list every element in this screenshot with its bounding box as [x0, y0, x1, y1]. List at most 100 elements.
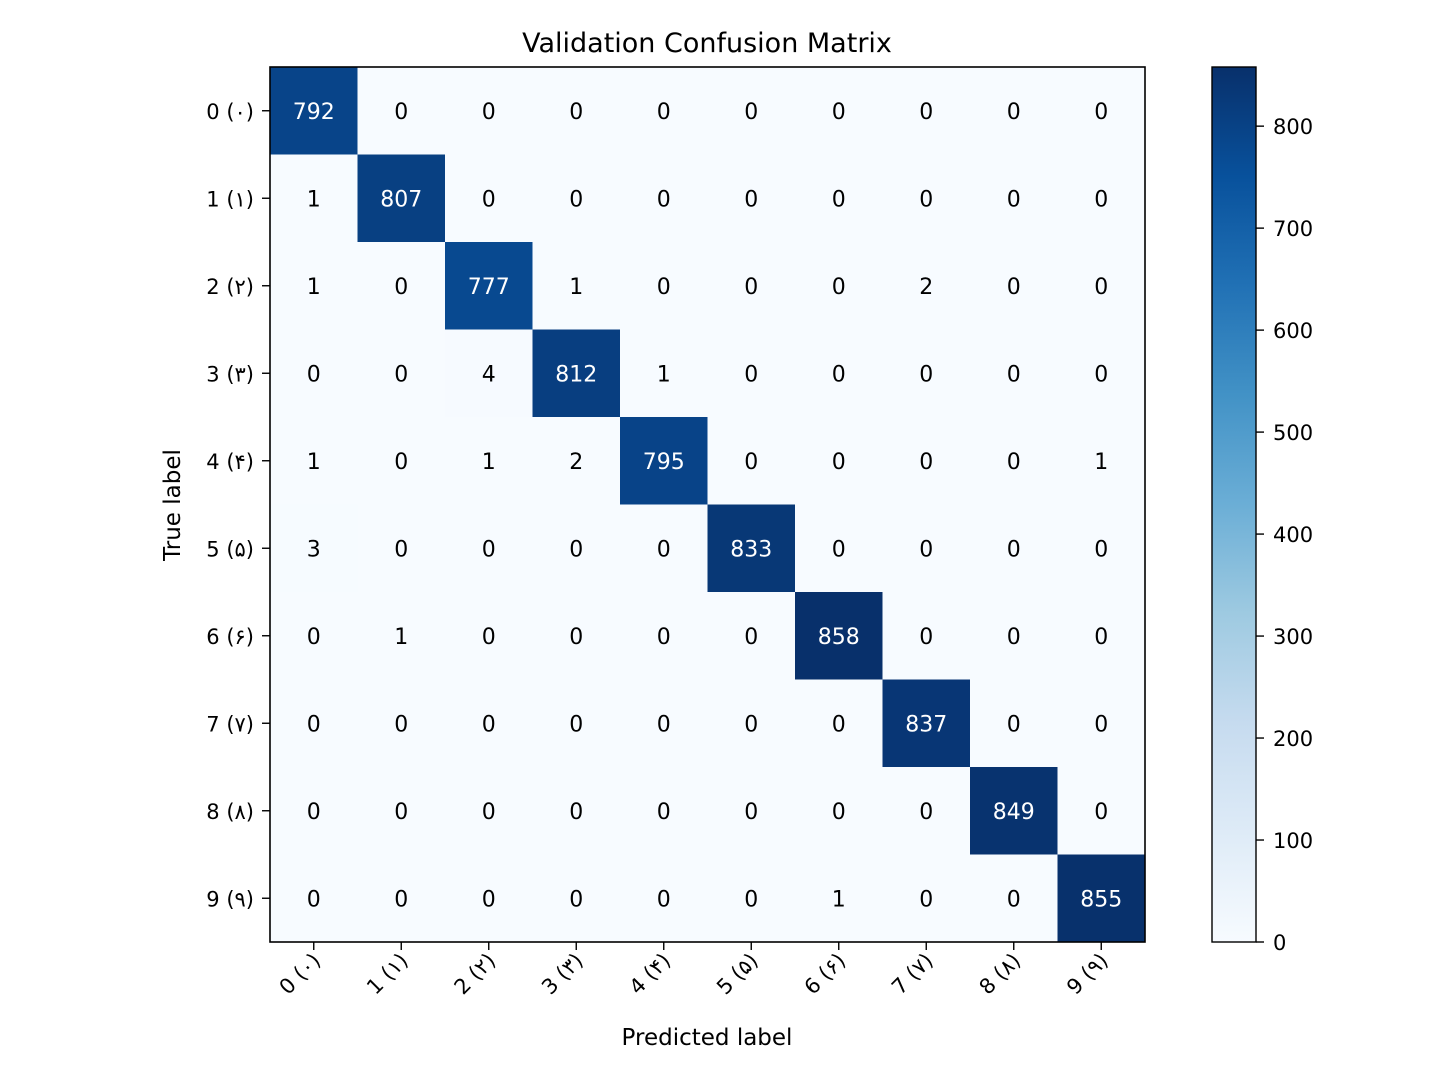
cell-value-label: 0 — [919, 187, 933, 212]
cell-value-label: 0 — [1007, 537, 1021, 562]
matrix-cell — [445, 679, 533, 768]
cell-value-label: 0 — [394, 275, 408, 300]
y-tick-label: 9 (۹) — [206, 887, 254, 911]
cell-value-label: 1 — [832, 887, 846, 912]
matrix-cell — [270, 592, 358, 680]
cell-value-label: 1 — [307, 450, 321, 475]
matrix-cell — [270, 329, 358, 418]
cell-value-label: 0 — [569, 187, 583, 212]
matrix-cell — [357, 417, 446, 505]
cell-value-label: 0 — [1007, 100, 1021, 125]
cell-value-label: 0 — [394, 800, 408, 825]
matrix-cell — [270, 767, 358, 855]
cell-value-label: 0 — [569, 712, 583, 737]
plot-frame — [269, 66, 1146, 943]
matrix-cell — [357, 242, 446, 330]
matrix-cell — [1057, 417, 1146, 505]
y-tick-label: 5 (۵) — [206, 537, 254, 561]
cell-value-label: 0 — [1094, 275, 1108, 300]
colorbar-tick-label: 200 — [1273, 727, 1313, 751]
x-tick-label: 5 (۵) — [712, 949, 763, 1000]
matrix-cell — [882, 242, 971, 330]
cell-value-label: 3 — [307, 537, 321, 562]
cell-value-label: 0 — [744, 887, 758, 912]
cell-value-label: 0 — [307, 887, 321, 912]
cell-value-label: 0 — [919, 450, 933, 475]
cell-value-label: 0 — [569, 887, 583, 912]
cell-value-label: 0 — [1094, 800, 1108, 825]
cell-value-label: 0 — [919, 800, 933, 825]
cell-value-label: 0 — [1094, 362, 1108, 387]
matrix-cell — [532, 417, 621, 505]
cell-value-label: 0 — [307, 712, 321, 737]
matrix-cell — [795, 67, 883, 155]
matrix-cell — [1057, 767, 1146, 855]
cell-value-label: 0 — [919, 887, 933, 912]
matrix-cell — [357, 854, 446, 943]
matrix-cell — [357, 329, 446, 418]
cell-value-label: 0 — [394, 362, 408, 387]
matrix-cell — [795, 679, 883, 768]
cell-value-label: 0 — [657, 800, 671, 825]
matrix-cell — [532, 154, 621, 243]
matrix-cell — [357, 679, 446, 768]
matrix-cell — [270, 854, 358, 943]
cell-value-label: 0 — [744, 800, 758, 825]
cell-value-label: 0 — [657, 712, 671, 737]
matrix-cell — [882, 504, 971, 593]
cell-value-label: 0 — [744, 450, 758, 475]
matrix-cell — [707, 504, 796, 593]
matrix-cell — [882, 767, 971, 855]
colorbar-tick-label: 100 — [1273, 829, 1313, 853]
cell-value-label: 0 — [1007, 712, 1021, 737]
colorbar — [1211, 66, 1257, 943]
colorbar-tick-label: 0 — [1273, 931, 1286, 955]
matrix-cell — [620, 767, 708, 855]
cell-value-label: 0 — [482, 887, 496, 912]
x-tick-label: 9 (۹) — [1062, 949, 1113, 1000]
cell-value-label: 0 — [657, 275, 671, 300]
x-tick-label: 4 (۴) — [625, 949, 676, 1000]
matrix-cell — [357, 592, 446, 680]
matrix-cell — [707, 154, 796, 243]
cell-value-label: 0 — [1094, 187, 1108, 212]
matrix-cell — [1057, 154, 1146, 243]
matrix-cell — [882, 592, 971, 680]
matrix-cell — [357, 504, 446, 593]
x-tick-label: 0 (۰) — [275, 949, 326, 1000]
matrix-cell — [970, 767, 1058, 855]
colorbar-tick-label: 400 — [1273, 523, 1313, 547]
matrix-cell — [707, 592, 796, 680]
matrix-cell — [445, 417, 533, 505]
cell-value-label: 0 — [1007, 450, 1021, 475]
cell-value-label: 1 — [394, 625, 408, 650]
matrix-cell — [532, 504, 621, 593]
cell-value-label: 1 — [569, 275, 583, 300]
matrix-cell — [620, 329, 708, 418]
matrix-cell — [882, 329, 971, 418]
matrix-cell — [970, 592, 1058, 680]
matrix-cell — [707, 854, 796, 943]
cell-value-label: 777 — [468, 275, 510, 300]
matrix-cell — [620, 242, 708, 330]
matrix-cell — [795, 504, 883, 593]
cell-value-label: 0 — [394, 537, 408, 562]
x-axis-label: Predicted label — [622, 1025, 793, 1051]
matrix-cell — [707, 329, 796, 418]
matrix-cell — [970, 242, 1058, 330]
cell-value-label: 0 — [394, 450, 408, 475]
matrix-cell — [1057, 67, 1146, 155]
matrix-cell — [882, 417, 971, 505]
y-tick-label: 0 (۰) — [206, 100, 254, 124]
matrix-cell — [970, 417, 1058, 505]
matrix-cell — [970, 854, 1058, 943]
matrix-cell — [620, 504, 708, 593]
cell-value-label: 2 — [919, 275, 933, 300]
matrix-cell — [445, 154, 533, 243]
matrix-cell — [620, 67, 708, 155]
y-tick-label: 6 (۶) — [206, 625, 254, 649]
matrix-cell — [620, 154, 708, 243]
matrix-cell — [357, 67, 446, 155]
cell-value-label: 812 — [555, 362, 597, 387]
